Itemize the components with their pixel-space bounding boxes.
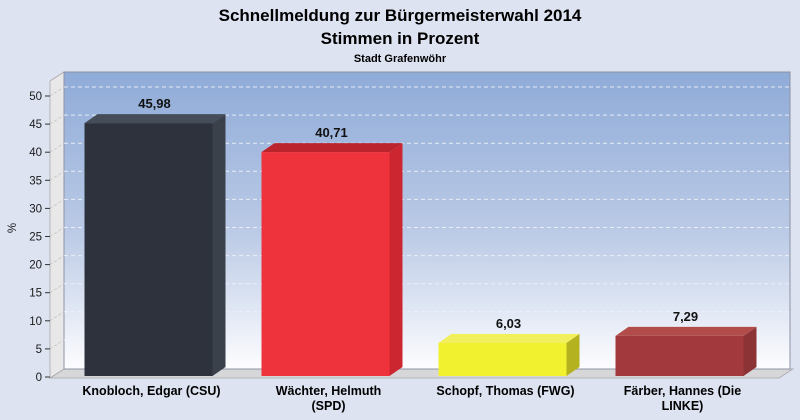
bar-front-face xyxy=(261,152,390,376)
grid-line-wall xyxy=(49,198,65,209)
bar-top-face xyxy=(261,143,403,153)
bar-top-face xyxy=(84,114,226,124)
bar-2 xyxy=(261,143,403,376)
y-tick-label: 0 xyxy=(36,372,42,384)
chart-title-line2: Stimmen in Prozent xyxy=(320,29,480,48)
chart-caption: Stadt Grafenwöhr xyxy=(353,53,447,65)
category-label: Schopf, Thomas (FWG) xyxy=(436,384,574,398)
bar-side-face xyxy=(566,333,580,376)
bar-front-face xyxy=(615,335,744,376)
bar-side-face xyxy=(389,143,403,376)
bar-top-face xyxy=(438,333,580,343)
bar-value-label: 45,98 xyxy=(138,96,171,111)
chart-header: Schnellmeldung zur Bürgermeisterwahl 201… xyxy=(0,4,800,65)
category-label: Knobloch, Edgar (CSU) xyxy=(82,384,220,398)
y-tick-label: 10 xyxy=(29,316,42,328)
category-label: (SPD) xyxy=(311,399,345,413)
bar-4 xyxy=(615,326,757,376)
y-tick-label: 35 xyxy=(29,175,42,187)
bar-front-face xyxy=(84,123,213,376)
bar-side-face xyxy=(743,326,757,376)
category-label: Färber, Hannes (Die xyxy=(624,384,741,398)
grid-line-wall xyxy=(49,227,65,237)
bar-top-face xyxy=(615,326,757,336)
bar-1 xyxy=(84,114,226,377)
grid-line-wall xyxy=(49,255,65,266)
bar-3 xyxy=(438,333,580,376)
grid-line-wall xyxy=(49,311,65,322)
category-label: Wächter, Helmuth xyxy=(276,384,382,398)
y-axis-title: % xyxy=(7,223,19,233)
y-tick-label: 5 xyxy=(36,344,42,356)
grid-line-wall xyxy=(49,283,65,294)
bar-value-label: 40,71 xyxy=(315,125,348,140)
grid-line-wall xyxy=(49,114,65,125)
y-tick-label: 40 xyxy=(29,147,42,159)
y-tick-label: 50 xyxy=(29,91,42,103)
y-tick-label: 25 xyxy=(29,232,42,244)
bar-value-label: 7,29 xyxy=(673,309,698,324)
y-tick-label: 20 xyxy=(29,260,42,272)
grid-line-wall xyxy=(49,86,65,97)
bar-side-face xyxy=(212,114,226,377)
bar-value-label: 6,03 xyxy=(496,316,521,331)
grid-line-wall xyxy=(49,339,65,350)
grid-line-wall xyxy=(49,170,65,181)
category-label: LINKE) xyxy=(662,399,704,413)
y-tick-label: 15 xyxy=(29,288,42,300)
y-tick-label: 45 xyxy=(29,119,42,131)
bar-front-face xyxy=(438,342,567,376)
grid-line-wall xyxy=(49,142,65,153)
y-tick-label: 30 xyxy=(29,203,42,215)
plot-left-wall xyxy=(49,71,65,379)
chart-title-line1: Schnellmeldung zur Bürgermeisterwahl 201… xyxy=(218,6,582,25)
